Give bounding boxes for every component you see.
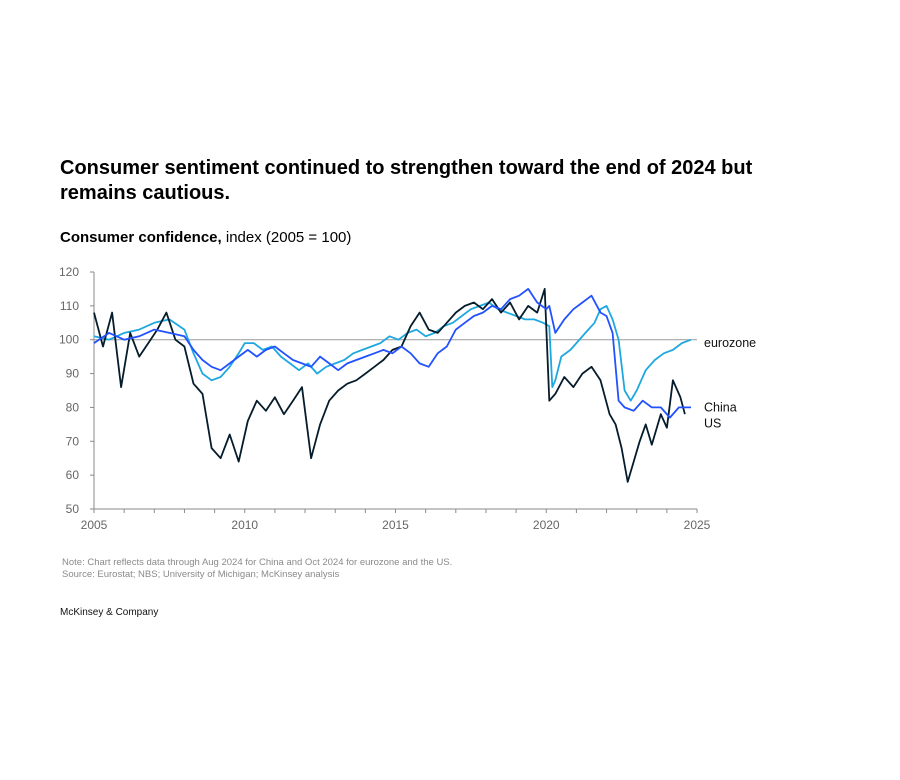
y-tick-label: 50: [66, 502, 80, 516]
chart-subtitle: Consumer confidence, index (2005 = 100): [60, 229, 351, 246]
series-label-eurozone: eurozone: [704, 336, 756, 350]
source-text: Source: Eurostat; NBS; University of Mic…: [62, 569, 340, 580]
y-tick-label: 70: [66, 434, 80, 448]
x-tick-label: 2015: [382, 518, 409, 532]
chart-area: 50 60 70 80 90 100 110 120 2005 2010 2015 2020 2025 e…: [59, 265, 756, 532]
y-tick-label: 80: [66, 400, 80, 414]
x-tick-label: 2020: [533, 518, 560, 532]
y-tick-label: 90: [66, 367, 80, 381]
subtitle-rest: index (2005 = 100): [221, 229, 352, 246]
y-tick-label: 60: [66, 468, 80, 482]
series-label-china: China: [704, 400, 737, 414]
x-tick-label: 2010: [231, 518, 258, 532]
subtitle-bold: Consumer confidence,: [60, 229, 222, 246]
chart-footnote: Note: Chart reflects data through Aug 20…: [62, 557, 452, 581]
x-tick-label: 2005: [81, 518, 108, 532]
x-tick-label: 2025: [684, 518, 711, 532]
brand-logo-text: McKinsey & Company: [60, 607, 159, 618]
y-tick-label: 120: [59, 265, 79, 279]
series-line-us: [93, 287, 691, 419]
chart-title: Consumer sentiment continued to strength…: [60, 157, 753, 204]
note-text: Note: Chart reflects data through Aug 20…: [62, 557, 453, 568]
series-line-eurozone: [93, 301, 692, 402]
line-chart: 50 60 70 80 90 100 110 120 2005 2010 2015 2020 2025 e…: [59, 265, 756, 532]
y-tick-label: 100: [59, 333, 79, 347]
series-line-china: [93, 287, 686, 483]
series-label-us: US: [704, 417, 721, 431]
y-tick-label: 110: [60, 299, 79, 313]
